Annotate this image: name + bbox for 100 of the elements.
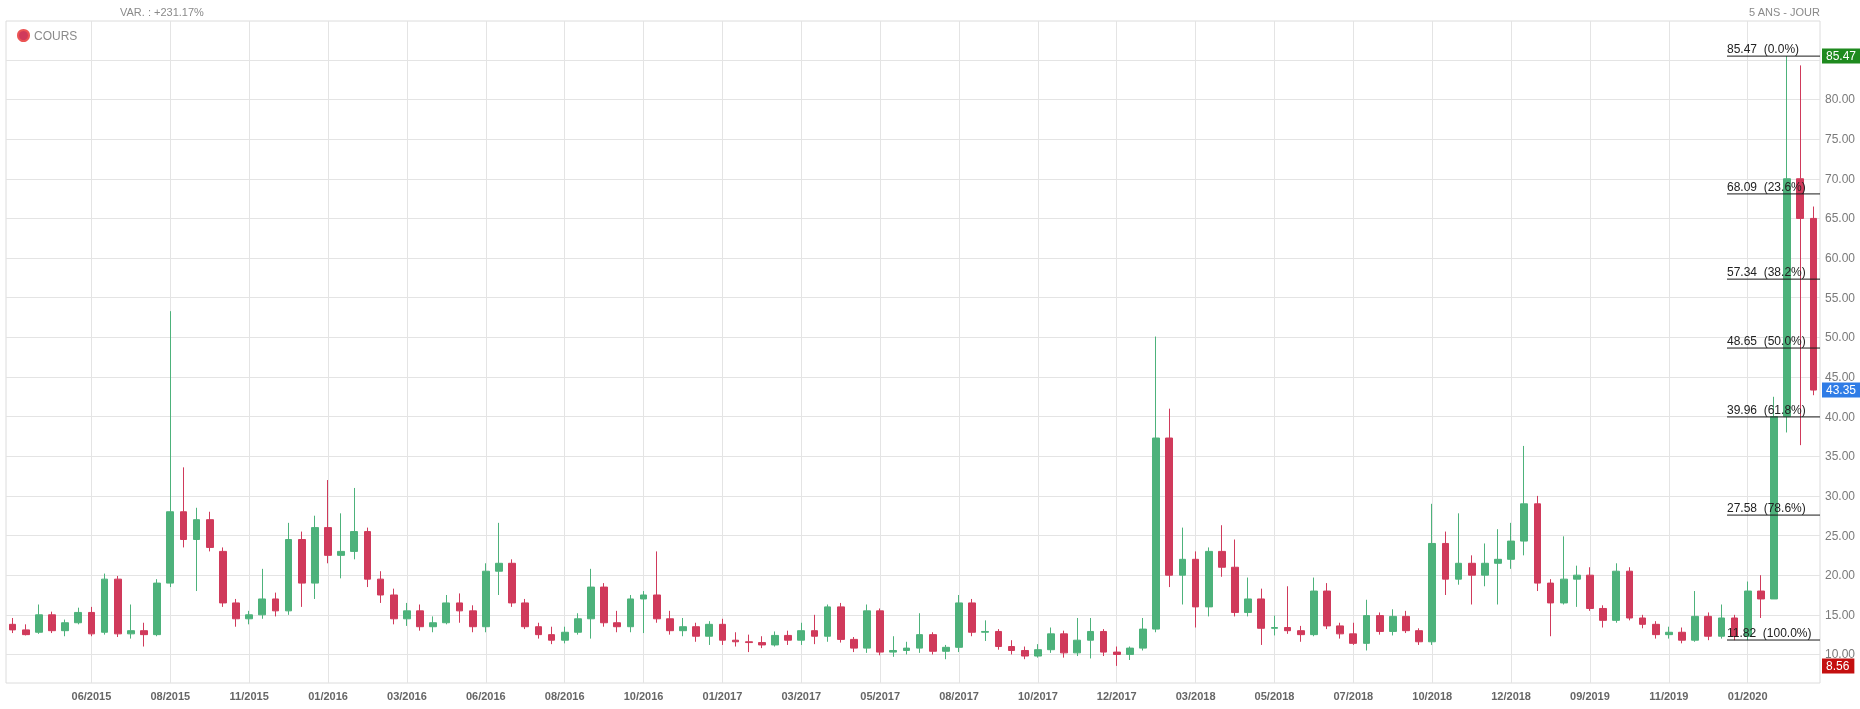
candlestick (850, 636, 858, 653)
x-tick-label: 12/2018 (1491, 689, 1531, 702)
candlestick (324, 479, 332, 564)
y-tick-label: 50.00 (1825, 330, 1856, 345)
candlestick (666, 610, 674, 636)
candlestick (114, 575, 122, 638)
candlestick (587, 568, 595, 640)
candlestick (916, 612, 923, 654)
candlestick (35, 604, 43, 635)
candlestick (1507, 522, 1515, 570)
y-tick-label: 30.00 (1825, 488, 1856, 503)
x-tick-label: 07/2018 (1333, 689, 1374, 702)
candlestick (1455, 512, 1462, 586)
x-tick-label: 03/2016 (387, 689, 427, 702)
candlestick (745, 634, 753, 653)
candlestick (535, 622, 542, 640)
legend-label: COURS (34, 28, 78, 43)
candlestick (784, 630, 792, 646)
candlestick (180, 466, 187, 548)
candlestick (797, 622, 805, 646)
candlestick (627, 594, 634, 633)
candlestick (456, 592, 463, 624)
y-tick-label: 35.00 (1825, 449, 1856, 464)
candlestick (495, 522, 503, 596)
candlestick (1244, 577, 1252, 617)
candlestick (337, 512, 345, 579)
candlestick (1284, 585, 1291, 635)
candlestick (1678, 627, 1686, 644)
candlestick (758, 635, 766, 649)
text: 5 ANS - JOUR (1749, 6, 1821, 18)
candlestick (1612, 562, 1620, 624)
candlestick (1468, 554, 1476, 606)
y-tick-label: 75.00 (1825, 132, 1856, 147)
candlestick (1021, 646, 1029, 660)
x-tick-label: 05/2017 (860, 689, 901, 702)
candlestick (1363, 599, 1370, 651)
candlestick (74, 607, 82, 625)
candlestick (811, 614, 818, 645)
candlestick (1599, 604, 1607, 628)
candlestick (101, 573, 108, 636)
candlestick (232, 598, 240, 628)
candlestick (1481, 542, 1489, 587)
x-tick-label: 10/2018 (1412, 689, 1453, 702)
candlestick (876, 607, 884, 656)
candlestick (140, 622, 148, 648)
candlestick (1376, 611, 1384, 636)
x-tick-label: 03/2017 (781, 689, 822, 702)
candlestick (561, 626, 569, 644)
candlestick (9, 617, 16, 634)
candlestick (127, 604, 135, 640)
y-tick-label: 65.00 (1825, 211, 1856, 226)
y-tick-label: 80.00 (1825, 92, 1856, 107)
candlestick (995, 628, 1002, 651)
x-tick-label: 08/2017 (939, 689, 979, 702)
annotation: 85.47 (1826, 49, 1857, 64)
candlestick (955, 594, 963, 653)
candlestick (837, 602, 845, 644)
candlestick (1008, 639, 1015, 655)
candlestick (429, 615, 437, 633)
x-tick-label: 12/2017 (1096, 689, 1137, 702)
candlestick (1336, 622, 1344, 640)
candlestick (1100, 628, 1107, 657)
candlestick (1047, 627, 1055, 654)
candlestick (705, 620, 713, 646)
candlestick (1271, 615, 1278, 636)
x-tick-label: 10/2017 (1017, 689, 1058, 702)
x-tick-label: 10/2016 (623, 689, 664, 702)
x-tick-label: 11/2015 (229, 689, 269, 702)
candlestick (824, 604, 831, 643)
candlestick (1310, 577, 1318, 637)
candlestick (442, 594, 450, 625)
candlestick (732, 631, 739, 648)
y-tick-label: 60.00 (1825, 251, 1856, 266)
candlestick (206, 511, 214, 552)
candlestick (574, 612, 582, 636)
candlestick (1560, 535, 1568, 606)
candlestick (416, 604, 424, 632)
candlestick (942, 644, 950, 660)
candlestick (1415, 627, 1423, 646)
candlestick (1639, 614, 1646, 629)
candlestick (1586, 566, 1594, 612)
candlestick (1442, 531, 1449, 596)
candlestick (1165, 408, 1173, 588)
candlestick (1297, 625, 1305, 643)
candlestick (613, 610, 621, 633)
candlestick (1152, 336, 1160, 633)
candlestick (193, 507, 200, 592)
candlestick (1113, 646, 1121, 667)
candlestick (1179, 527, 1186, 606)
x-tick-label: 03/2018 (1175, 689, 1216, 702)
candlestick (1547, 578, 1554, 637)
candlestick (403, 602, 411, 627)
candlestick (1534, 495, 1541, 592)
candlestick (1704, 611, 1712, 641)
candlestick (1034, 643, 1042, 659)
candlestick (298, 531, 306, 608)
candlestick (640, 590, 647, 634)
candlestick (1231, 539, 1239, 617)
candlestick (482, 562, 490, 633)
x-tick-label: 08/2016 (544, 689, 585, 702)
